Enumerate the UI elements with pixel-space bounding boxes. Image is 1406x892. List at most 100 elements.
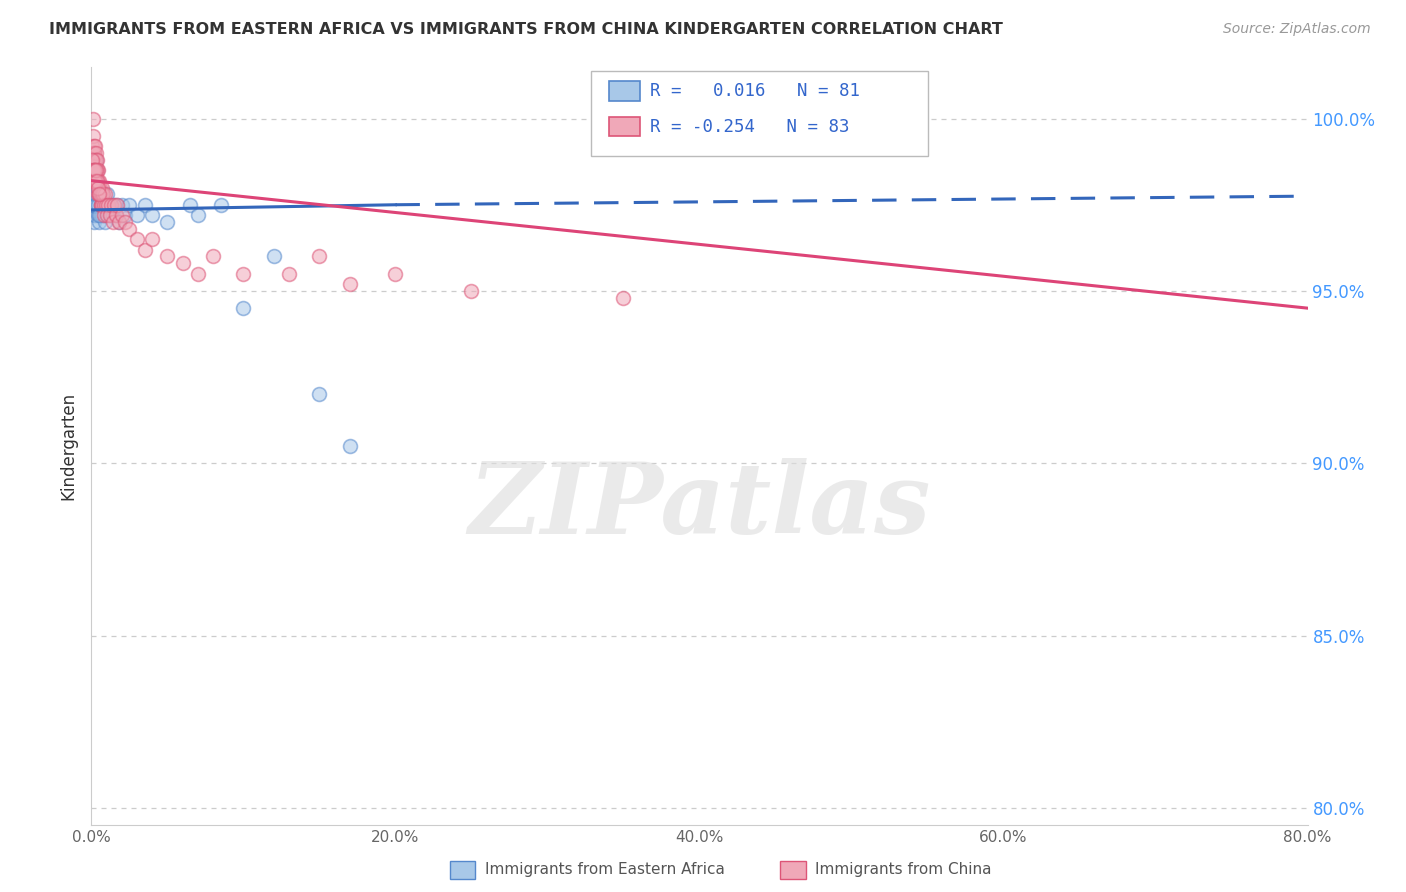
Point xyxy=(263,249,285,263)
Point xyxy=(93,198,115,212)
Point xyxy=(103,198,125,212)
Point xyxy=(93,208,115,222)
Point xyxy=(83,163,105,178)
Text: Immigrants from Eastern Africa: Immigrants from Eastern Africa xyxy=(485,863,725,877)
Point xyxy=(89,208,111,222)
Point xyxy=(82,173,104,187)
Point xyxy=(179,198,201,212)
Point xyxy=(90,187,112,202)
Point xyxy=(83,198,105,212)
Point xyxy=(89,187,111,202)
Point xyxy=(87,163,110,178)
Point xyxy=(84,187,107,202)
Point xyxy=(83,163,105,178)
Point xyxy=(107,215,129,229)
Point xyxy=(90,180,112,194)
Point xyxy=(84,173,107,187)
Point xyxy=(339,277,361,291)
Point xyxy=(101,208,124,222)
Point xyxy=(125,232,148,246)
Point xyxy=(89,198,111,212)
Point xyxy=(84,208,107,222)
Point xyxy=(87,198,110,212)
Point xyxy=(209,198,232,212)
Point xyxy=(84,187,107,202)
Point xyxy=(105,198,128,212)
Point xyxy=(83,163,105,178)
Point xyxy=(86,163,108,178)
Point xyxy=(83,173,105,187)
Point xyxy=(86,198,108,212)
Point xyxy=(83,139,105,153)
Point xyxy=(89,198,111,212)
Point xyxy=(84,173,107,187)
Point xyxy=(83,198,105,212)
Point xyxy=(104,208,127,222)
Point xyxy=(86,153,108,167)
Point xyxy=(86,173,108,187)
Point xyxy=(89,187,111,202)
Point xyxy=(384,267,406,281)
Point xyxy=(82,163,104,178)
Point xyxy=(97,198,120,212)
Point xyxy=(83,163,105,178)
Point xyxy=(82,180,104,194)
Point xyxy=(82,163,104,178)
Point xyxy=(83,198,105,212)
Point xyxy=(83,163,105,178)
Point xyxy=(82,173,104,187)
Point xyxy=(91,208,114,222)
Point xyxy=(83,187,105,202)
Point xyxy=(86,180,108,194)
Point xyxy=(101,215,124,229)
Point xyxy=(89,187,111,202)
Point xyxy=(87,187,110,202)
Point xyxy=(83,187,105,202)
Point xyxy=(90,208,112,222)
Point xyxy=(308,387,330,401)
Point xyxy=(96,208,118,222)
Point xyxy=(105,198,128,212)
Point xyxy=(83,208,105,222)
Point xyxy=(82,112,104,126)
Point xyxy=(94,187,117,202)
Point xyxy=(82,198,104,212)
Point xyxy=(82,198,104,212)
Point xyxy=(86,163,108,178)
Text: R =   0.016   N = 81: R = 0.016 N = 81 xyxy=(650,82,859,100)
Point xyxy=(98,208,121,222)
Point xyxy=(100,198,122,212)
Point xyxy=(111,198,134,212)
Point xyxy=(83,146,105,161)
Point xyxy=(111,208,134,222)
Point xyxy=(156,249,179,263)
Point xyxy=(83,139,105,153)
Point xyxy=(87,215,110,229)
Point xyxy=(84,146,107,161)
Point xyxy=(89,198,111,212)
Point xyxy=(90,187,112,202)
Point xyxy=(91,187,114,202)
Point xyxy=(82,146,104,161)
Point xyxy=(90,198,112,212)
Point xyxy=(232,301,254,315)
Point xyxy=(84,163,107,178)
Point xyxy=(202,249,225,263)
Point xyxy=(93,198,115,212)
Point xyxy=(118,222,141,236)
Point xyxy=(82,128,104,143)
Point xyxy=(89,187,111,202)
Point xyxy=(278,267,301,281)
Point xyxy=(612,291,634,305)
Point xyxy=(114,215,136,229)
Point xyxy=(103,198,125,212)
Point xyxy=(86,187,108,202)
Point xyxy=(104,208,127,222)
Point xyxy=(141,232,163,246)
Point xyxy=(87,173,110,187)
Point xyxy=(114,208,136,222)
Point xyxy=(87,187,110,202)
Point xyxy=(83,153,105,167)
Point xyxy=(90,198,112,212)
Point xyxy=(91,198,114,212)
